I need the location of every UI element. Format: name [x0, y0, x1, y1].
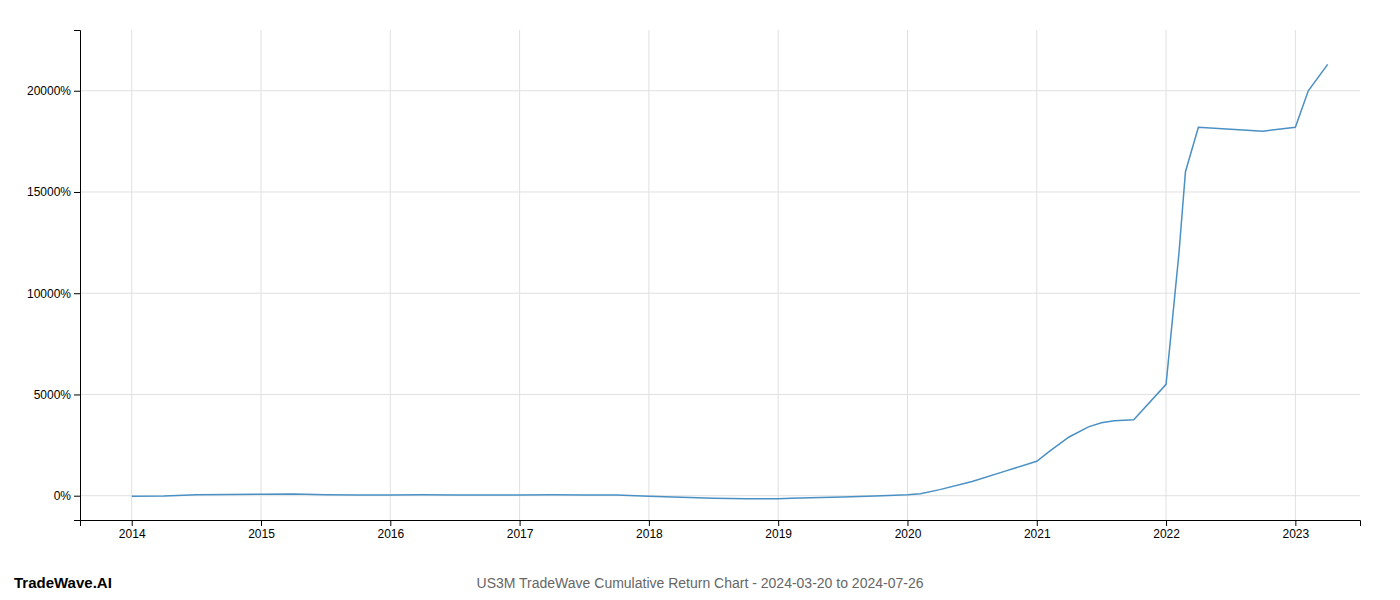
tick-label: 2015: [248, 527, 275, 541]
grid-line-y: [80, 495, 1360, 496]
series: [132, 64, 1328, 498]
tick: 2023: [1283, 520, 1310, 541]
tick-label: 15000%: [27, 185, 71, 199]
tick: 2014: [119, 520, 146, 541]
grid-line-y: [80, 293, 1360, 294]
tick-label: 5000%: [34, 388, 72, 402]
tick-mark: [1166, 520, 1167, 526]
tick-label: 2021: [1024, 527, 1051, 541]
tick-mark: [778, 520, 779, 526]
line: [132, 64, 1328, 498]
x-axis: 2014 2015 2016 2017 2018 2019 2020 2021 2022 2023: [81, 520, 1361, 541]
tick-mark: [74, 91, 80, 92]
tick: 2019: [765, 520, 792, 541]
tick-mark: [261, 520, 262, 526]
grid-line-x: [390, 30, 391, 520]
tick-mark: [1295, 520, 1296, 526]
tick-label: 2014: [119, 527, 146, 541]
grid: [80, 30, 1360, 520]
tick-label: 10000%: [27, 287, 71, 301]
tick-label: 0%: [54, 489, 72, 503]
tick-mark: [1037, 520, 1038, 526]
grid-line-x: [261, 30, 262, 520]
grid-line-y: [80, 191, 1360, 192]
tick-mark: [74, 192, 80, 193]
axis-line: [81, 521, 1361, 527]
tick-mark: [649, 520, 650, 526]
tick: 15000%: [27, 185, 80, 199]
grid-line-x: [648, 30, 649, 520]
grid-line-x: [1036, 30, 1037, 520]
tick: 2017: [507, 520, 534, 541]
tick-label: 2016: [377, 527, 404, 541]
grid-line-x: [1166, 30, 1167, 520]
tick-label: 2019: [765, 527, 792, 541]
tick: 2015: [248, 520, 275, 541]
tick-mark: [907, 520, 908, 526]
grid-line-x: [778, 30, 779, 520]
y-axis: 0% 5000% 10000% 15000% 20000%: [27, 31, 81, 521]
tick-label: 2020: [895, 527, 922, 541]
tick: 2022: [1153, 520, 1180, 541]
tick-mark: [74, 293, 80, 294]
tick-label: 2017: [507, 527, 534, 541]
tick: 2020: [895, 520, 922, 541]
grid-line-x: [131, 30, 132, 520]
tick-label: 2018: [636, 527, 663, 541]
tick-label: 20000%: [27, 84, 71, 98]
axis-line: [74, 31, 81, 521]
tick: 20000%: [27, 84, 80, 98]
tick-mark: [74, 394, 80, 395]
watermark: TradeWave.AI: [14, 574, 112, 591]
plot-area: 2014 2015 2016 2017 2018 2019 2020 2021 2022 2023…: [27, 30, 1361, 541]
tick: 0%: [54, 489, 80, 503]
tick: 5000%: [34, 388, 80, 402]
tick-mark: [132, 520, 133, 526]
tick: 2021: [1024, 520, 1051, 541]
grid-line-x: [519, 30, 520, 520]
tick-mark: [390, 520, 391, 526]
tick-label: 2023: [1283, 527, 1310, 541]
tick: 2016: [377, 520, 404, 541]
title: US3M TradeWave Cumulative Return Chart -…: [477, 575, 924, 591]
tick: 2018: [636, 520, 663, 541]
chart: 2014 2015 2016 2017 2018 2019 2020 2021 2022 2023…: [0, 0, 1400, 600]
grid-line-y: [80, 90, 1360, 91]
grid-line-x: [1295, 30, 1296, 520]
grid-line-y: [80, 394, 1360, 395]
tick-mark: [74, 496, 80, 497]
grid-line-x: [907, 30, 908, 520]
tick-mark: [520, 520, 521, 526]
tick-label: 2022: [1153, 527, 1180, 541]
tick: 10000%: [27, 287, 80, 301]
